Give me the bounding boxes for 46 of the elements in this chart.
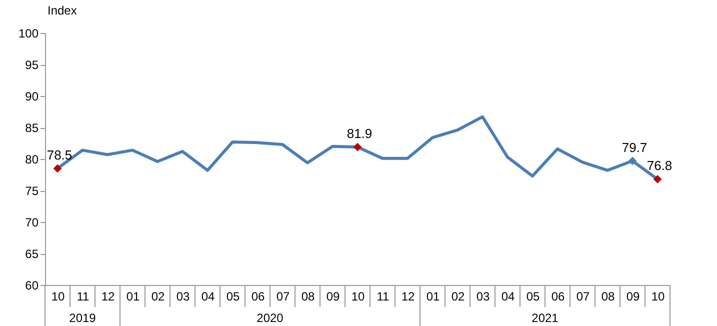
data-label: 79.7 xyxy=(622,140,648,155)
x-tick-label: 02 xyxy=(151,290,165,304)
x-tick-label: 09 xyxy=(326,290,340,304)
x-tick-label: 07 xyxy=(276,290,290,304)
data-label: 76.8 xyxy=(646,158,672,174)
point xyxy=(653,174,662,184)
point xyxy=(53,164,62,173)
y-tick-label: 70 xyxy=(25,216,39,230)
x-tick-label: 05 xyxy=(226,290,240,304)
x-tick-label: 08 xyxy=(301,290,315,304)
y-tick-label: 80 xyxy=(25,152,39,166)
x-tick-label: 06 xyxy=(251,290,265,304)
x-tick-label: 05 xyxy=(526,290,540,304)
y-tick-label: 65 xyxy=(25,247,39,261)
data-label: 81.9 xyxy=(346,126,372,142)
x-tick-label: 03 xyxy=(176,290,190,304)
y-tick-label: 75 xyxy=(25,184,39,198)
point xyxy=(628,156,637,166)
x-tick-label: 06 xyxy=(551,290,565,304)
point xyxy=(353,142,362,152)
text: 2019 xyxy=(69,311,96,325)
y-tick-label: 85 xyxy=(25,121,39,135)
x-tick-label: 04 xyxy=(501,290,515,304)
text: 2021 xyxy=(532,311,559,325)
y-tick-label: 95 xyxy=(25,58,39,72)
x-tick-label: 10 xyxy=(351,290,365,304)
x-tick-label: 12 xyxy=(101,290,115,304)
y-tick-label: 60 xyxy=(25,278,39,292)
text: 2020 xyxy=(256,311,284,325)
x-tick-label: 10 xyxy=(51,290,65,304)
x-tick-label: 02 xyxy=(451,290,465,304)
x-tick-label: 09 xyxy=(626,290,640,304)
x-tick-label: 11 xyxy=(76,290,90,304)
data-label: 78.5 xyxy=(46,147,72,162)
x-tick-label: 07 xyxy=(576,290,590,304)
y-tick-label: 100 xyxy=(18,26,39,40)
x-tick-label: 01 xyxy=(126,290,140,304)
y-axis-title: Index xyxy=(48,4,77,18)
x-tick-label: 01 xyxy=(426,290,440,304)
x-tick-label: 03 xyxy=(476,290,490,304)
x-tick-label: 11 xyxy=(376,290,390,304)
y-tick-label: 90 xyxy=(25,90,39,104)
x-tick-label: 12 xyxy=(401,290,415,304)
x-tick-label: 04 xyxy=(201,290,215,304)
x-tick-label: 10 xyxy=(651,290,665,304)
x-tick-label: 08 xyxy=(601,290,615,304)
